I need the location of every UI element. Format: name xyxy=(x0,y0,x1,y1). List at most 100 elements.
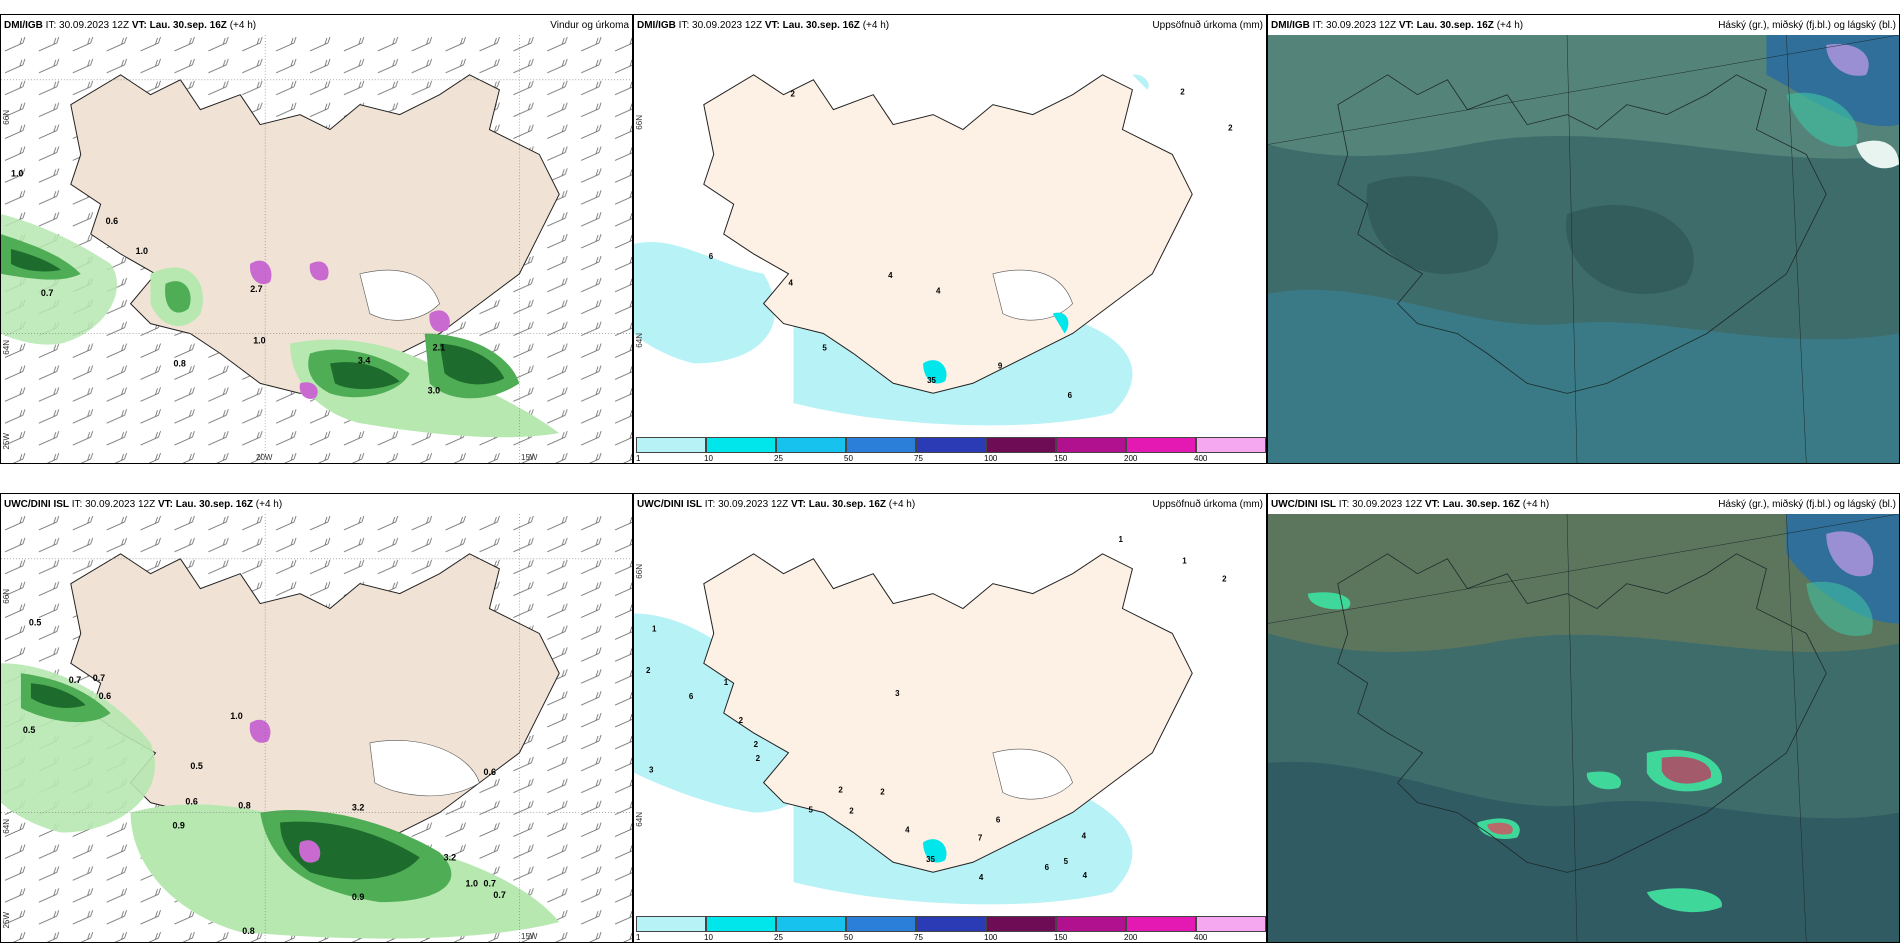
legend-swatch xyxy=(636,437,706,453)
legend-swatch xyxy=(1056,916,1126,932)
legend-tick: 75 xyxy=(914,454,923,463)
accum-value-label: 1 xyxy=(1118,535,1123,544)
accum-value-label: 4 xyxy=(936,287,941,296)
panel-header: DMI/IGB IT: 30.09.2023 12Z VT: Lau. 30.s… xyxy=(1,15,632,35)
accum-value-label: 5 xyxy=(1064,857,1069,866)
accum-value-label: 4 xyxy=(1083,871,1088,880)
panel-uwc-clouds: UWC/DINI ISL IT: 30.09.2023 12Z VT: Lau.… xyxy=(1267,493,1900,943)
accum-value-label: 7 xyxy=(978,833,983,842)
legend-swatch xyxy=(916,437,986,453)
precip-value-label: 2.7 xyxy=(250,284,262,294)
lat-label: 64N xyxy=(635,812,644,827)
panel-header: UWC/DINI ISL IT: 30.09.2023 12Z VT: Lau.… xyxy=(1,494,632,514)
panel-title: Háský (gr.), miðský (fj.bl.) og lágský (… xyxy=(1718,19,1896,31)
precip-value-label: 1.0 xyxy=(253,336,265,346)
panel-dmi-wind-precip: DMI/IGB IT: 30.09.2023 12Z VT: Lau. 30.s… xyxy=(0,14,633,464)
legend-tick: 10 xyxy=(704,933,713,942)
header-left: DMI/IGB IT: 30.09.2023 12Z VT: Lau. 30.s… xyxy=(1271,19,1524,31)
panel-uwc-wind-precip: UWC/DINI ISL IT: 30.09.2023 12Z VT: Lau.… xyxy=(0,493,633,943)
lon-label: 25W xyxy=(2,912,11,929)
legend-tick: 400 xyxy=(1194,454,1208,463)
panel-header: UWC/DINI ISL IT: 30.09.2023 12Z VT: Lau.… xyxy=(634,494,1266,514)
panel-header: DMI/IGB IT: 30.09.2023 12Z VT: Lau. 30.s… xyxy=(1268,15,1899,35)
legend-swatch xyxy=(776,437,846,453)
legend-swatch xyxy=(776,916,846,932)
precip-value-labels: 1.0 0.6 1.0 0.7 0.8 1.0 3.4 3.0 2.1 2.7 xyxy=(11,168,445,395)
accum-value-label: 35 xyxy=(927,376,936,385)
wind-precip-map: 0.5 0.7 0.7 0.6 0.5 1.0 0.5 0.6 0.8 0.9 … xyxy=(1,514,632,942)
accum-value-label: 2 xyxy=(754,740,759,749)
accum-value-label: 4 xyxy=(979,873,984,882)
legend-tick: 200 xyxy=(1124,933,1138,942)
accum-value-labels: 2 2 2 6 4 4 4 5 9 6 35 xyxy=(709,88,1233,400)
accum-value-labels: 1 2 1 6 3 2 2 2 5 2 2 2 4 3 7 6 4 5 4 4 xyxy=(646,535,1227,882)
accum-value-label: 6 xyxy=(709,252,714,261)
accum-value-label: 6 xyxy=(1045,863,1050,872)
accum-value-label: 2 xyxy=(849,807,854,816)
panel-header: DMI/IGB IT: 30.09.2023 12Z VT: Lau. 30.s… xyxy=(634,15,1266,35)
precip-value-label: 0.5 xyxy=(29,617,41,627)
legend-tick: 100 xyxy=(984,454,998,463)
precip-value-label: 0.9 xyxy=(172,821,184,831)
wind-precip-map: 1.0 0.6 1.0 0.7 0.8 1.0 3.4 3.0 2.1 2.7 xyxy=(1,35,632,463)
accum-value-label: 2 xyxy=(838,786,843,795)
cloud-cover-map xyxy=(1268,514,1899,942)
legend-swatch xyxy=(1056,437,1126,453)
precip-value-label: 0.9 xyxy=(352,892,364,902)
precip-value-label: 0.6 xyxy=(99,691,111,701)
legend-tick: 400 xyxy=(1194,933,1208,942)
accum-value-label: 2 xyxy=(1180,88,1185,97)
legend-swatch xyxy=(1126,437,1196,453)
legend-swatch xyxy=(706,916,776,932)
precip-value-label: 0.7 xyxy=(483,878,495,888)
legend-swatch xyxy=(636,916,706,932)
legend-tick: 150 xyxy=(1054,454,1068,463)
precip-value-label: 1.0 xyxy=(136,246,148,256)
panel-title: Uppsöfnuð úrkoma (mm) xyxy=(1152,498,1263,510)
legend-swatch xyxy=(846,437,916,453)
legend-tick: 150 xyxy=(1054,933,1068,942)
lon-label: 20W xyxy=(256,453,273,462)
panel-title: Uppsöfnuð úrkoma (mm) xyxy=(1152,19,1263,31)
accum-value-label: 1 xyxy=(1182,557,1187,566)
accum-value-label: 2 xyxy=(1222,575,1227,584)
accum-value-label: 4 xyxy=(789,279,794,288)
iceland-land xyxy=(703,553,1193,873)
legend-swatch xyxy=(1196,916,1266,932)
panel-title: Vindur og úrkoma xyxy=(550,19,629,31)
accum-value-label: 1 xyxy=(724,678,729,687)
precip-value-label: 1.0 xyxy=(466,878,478,888)
precip-value-label: 0.8 xyxy=(173,358,185,368)
precip-value-label: 0.6 xyxy=(185,797,197,807)
lat-label: 66N xyxy=(2,589,11,604)
panel-dmi-clouds: DMI/IGB IT: 30.09.2023 12Z VT: Lau. 30.s… xyxy=(1267,14,1900,464)
legend-swatch xyxy=(986,916,1056,932)
precip-value-label: 3.2 xyxy=(352,803,364,813)
legend-swatch xyxy=(846,916,916,932)
legend-tick: 10 xyxy=(704,454,713,463)
panel-uwc-accum-precip: UWC/DINI ISL IT: 30.09.2023 12Z VT: Lau.… xyxy=(633,493,1267,943)
legend-swatch xyxy=(986,437,1056,453)
lat-label: 66N xyxy=(635,564,644,579)
header-left: UWC/DINI ISL IT: 30.09.2023 12Z VT: Lau.… xyxy=(4,498,283,510)
legend-tick: 50 xyxy=(844,933,853,942)
precip-value-label: 3.0 xyxy=(428,385,440,395)
precip-legend-bar: 1 10 25 50 75 100 150 200 400 xyxy=(634,435,1266,463)
accum-value-label: 6 xyxy=(996,815,1001,824)
accum-value-label: 3 xyxy=(895,689,900,698)
lon-label: 15W xyxy=(521,453,538,462)
header-left: DMI/IGB IT: 30.09.2023 12Z VT: Lau. 30.s… xyxy=(4,19,257,31)
accum-value-label: 3 xyxy=(649,766,654,775)
precip-value-label: 0.6 xyxy=(106,216,118,226)
accum-precip-map: 2 2 2 6 4 4 4 5 9 6 35 xyxy=(634,35,1266,435)
lat-label: 64N xyxy=(635,333,644,348)
legend-tick: 1 xyxy=(636,454,641,463)
precip-value-label: 3.4 xyxy=(358,355,370,365)
header-left: UWC/DINI ISL IT: 30.09.2023 12Z VT: Lau.… xyxy=(1271,498,1550,510)
accum-value-label: 2 xyxy=(1228,124,1233,133)
precip-value-label: 0.8 xyxy=(242,926,254,936)
precip-value-label: 0.5 xyxy=(190,761,202,771)
panel-header: UWC/DINI ISL IT: 30.09.2023 12Z VT: Lau.… xyxy=(1268,494,1899,514)
legend-tick: 25 xyxy=(774,933,783,942)
legend-swatch xyxy=(706,437,776,453)
